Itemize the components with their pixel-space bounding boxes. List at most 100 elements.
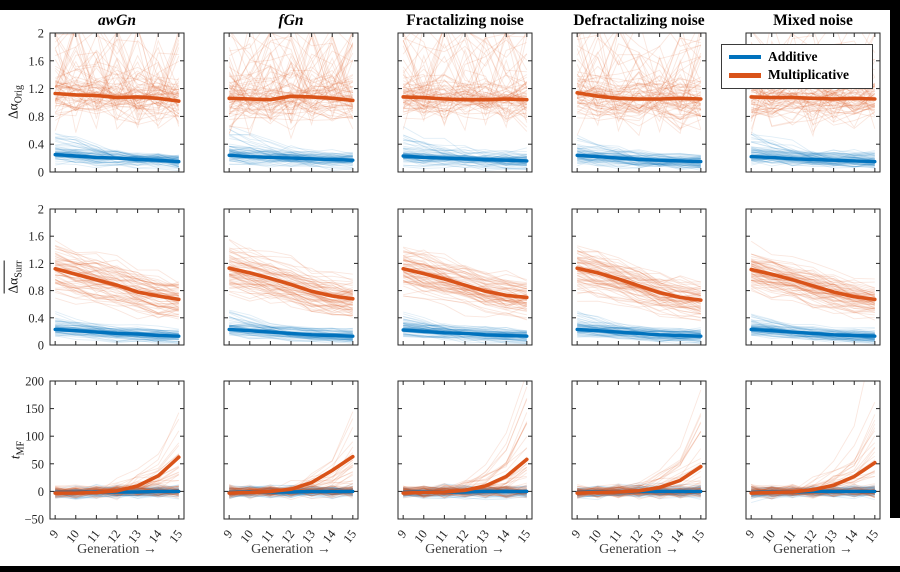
trial-line [403,101,527,115]
trial-line [577,156,701,167]
trial-line [751,326,875,335]
trial-line [402,247,527,287]
trial-line [229,155,353,164]
trial-line [403,74,527,91]
trial-line [403,156,527,166]
trial-line [229,85,353,100]
trial-line [402,33,517,94]
trial-line [577,250,701,285]
trial-line [55,269,179,297]
trial-line [229,484,353,492]
trial-line [577,134,701,165]
trial-line [54,33,180,109]
trial-line [403,280,527,311]
trial-line [54,82,179,103]
trial-line [577,324,701,334]
trial-line [577,333,701,342]
trial-line [229,148,353,159]
trial-line [55,70,179,95]
trial-line [229,487,353,500]
trial-line [751,274,875,304]
mean-line-multiplicative [401,266,529,300]
trial-line [576,56,701,93]
trial-line [402,255,527,288]
trial-line [229,66,354,93]
mean-line-multiplicative [749,267,877,302]
trial-line [229,125,353,155]
trial-line [229,279,353,306]
trial-line [55,256,179,287]
trial-line [403,280,527,311]
trial-line [751,270,875,303]
trial-line [229,316,353,341]
trial-line [229,269,353,303]
trial-line [403,159,527,167]
mean-line-additive [575,327,703,338]
trial-line [403,100,527,119]
trial-line [54,67,179,87]
trial-line [55,482,179,499]
trial-line [577,89,702,114]
trial-line [403,487,527,499]
trial-line [231,33,354,80]
trial-line [229,73,354,94]
trial-line [229,411,354,497]
trial-line [751,492,875,504]
trial-line [576,33,701,99]
trial-line [55,82,179,97]
trial-line [403,154,527,165]
trial-line [228,239,353,275]
trial-line [577,78,701,95]
trial-line [751,150,875,158]
trial-line [403,462,528,499]
trial-line [402,280,527,306]
trial-line [402,94,528,117]
trial-line [577,328,701,334]
trial-line [403,332,527,342]
trial-line [55,158,179,169]
trial-line [55,81,179,102]
trial-line [750,98,875,113]
trial-line [577,488,701,500]
trial-line [751,332,875,342]
trial-line [577,152,701,160]
trial-line [403,249,527,281]
ylabel-delta-alpha-surr: ΔαSurr [3,260,25,294]
x-tick-label: 9 [395,527,410,541]
trial-line [751,486,875,498]
trial-line [55,412,180,495]
trial-line [402,33,528,108]
trial-line [750,131,875,160]
panel-r1-c0: 0 0.4 0.8 1.2 1.6 2 [28,203,185,353]
y-tick-label: 0 [38,485,44,499]
trial-line [576,86,701,110]
trial-line [55,333,179,340]
trial-line [403,275,527,310]
trial-line [576,48,702,130]
trial-line [402,83,527,107]
trial-line [55,487,179,493]
panel-plot-area [401,33,529,172]
trial-line [55,262,179,296]
trial-line [54,245,179,286]
trial-line [229,284,353,316]
trial-line [54,87,180,112]
trial-line [577,251,701,286]
trial-line [577,78,701,90]
trial-line [54,240,180,284]
column-title-defractalizing: Defractalizing noise [573,12,705,29]
trial-line [751,95,875,121]
trial-line [403,319,527,342]
trial-line [576,55,702,137]
trial-line [55,245,179,285]
trial-line [402,36,527,120]
panel-plot-area [575,389,703,501]
trial-line [55,263,179,297]
trial-line [576,285,701,318]
trial-line [403,263,527,301]
trial-line [577,489,701,497]
trial-line [751,334,875,341]
trial-line [751,267,875,296]
trial-line [577,281,701,314]
